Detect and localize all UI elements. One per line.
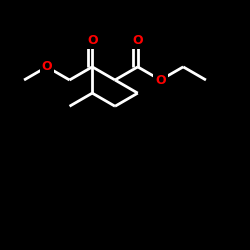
Text: O: O [155,74,166,86]
Text: O: O [42,60,52,74]
Text: O: O [87,34,98,47]
Text: O: O [132,34,143,47]
